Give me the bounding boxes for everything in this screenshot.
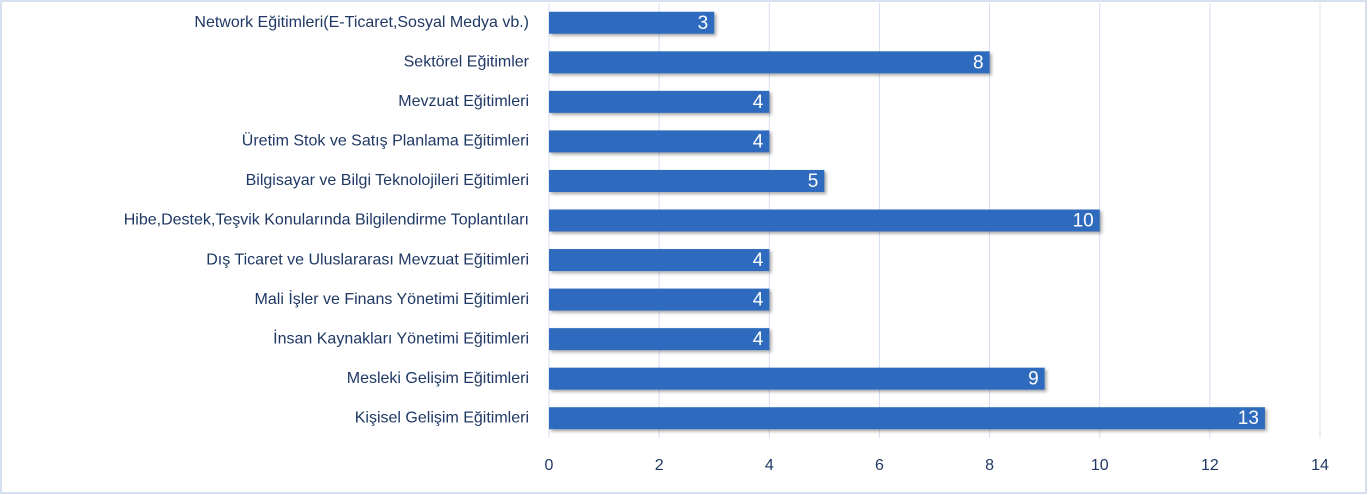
bar [549,11,715,34]
y-tick-label: İnsan Kaynakları Yönetimi Eğitimleri [273,328,529,347]
bar [549,130,770,153]
x-tick-label: 14 [1311,457,1329,474]
x-tick-label: 8 [985,457,994,474]
x-tick-label: 4 [765,457,774,474]
data-label: 4 [753,92,764,113]
y-tick-label: Kişisel Gelişim Eğitimleri [355,409,529,426]
bar [549,288,770,311]
y-tick-label: Dış Ticaret ve Uluslararası Mevzuat Eğit… [206,251,529,268]
y-tick-label: Sektörel Eğitimler [404,54,530,71]
data-label: 4 [753,290,764,311]
y-tick-label: Hibe,Destek,Teşvik Konularında Bilgilend… [124,212,529,229]
x-tick-label: 0 [545,457,554,474]
bar [549,90,770,113]
data-label: 9 [1028,369,1039,390]
data-label: 5 [808,171,819,192]
data-label: 8 [973,52,984,73]
data-label: 4 [753,329,764,350]
y-tick-label: Network Eğitimleri(E-Ticaret,Sosyal Medy… [194,14,529,31]
bar [549,328,770,351]
x-tick-label: 10 [1091,457,1109,474]
bar [549,51,990,74]
data-label: 4 [753,250,764,271]
data-label: 4 [753,131,764,152]
x-tick-label: 12 [1201,457,1219,474]
bar [549,209,1100,232]
y-tick-label: Mesleki Gelişim Eğitimleri [347,370,529,387]
bar [549,367,1045,390]
bar [549,249,770,272]
bar [549,169,825,192]
data-label: 13 [1238,408,1259,429]
data-label: 3 [698,13,709,34]
y-tick-label: Mevzuat Eğitimleri [398,93,529,110]
bar [549,407,1265,430]
x-tick-label: 2 [655,457,664,474]
y-tick-label: Üretim Stok ve Satış Planlama Eğitimleri [242,132,529,150]
y-tick-label: Bilgisayar ve Bilgi Teknolojileri Eğitim… [246,172,529,189]
data-label: 10 [1073,211,1094,232]
y-tick-label: Mali İşler ve Finans Yönetimi Eğitimleri [255,289,529,308]
x-tick-label: 6 [875,457,884,474]
